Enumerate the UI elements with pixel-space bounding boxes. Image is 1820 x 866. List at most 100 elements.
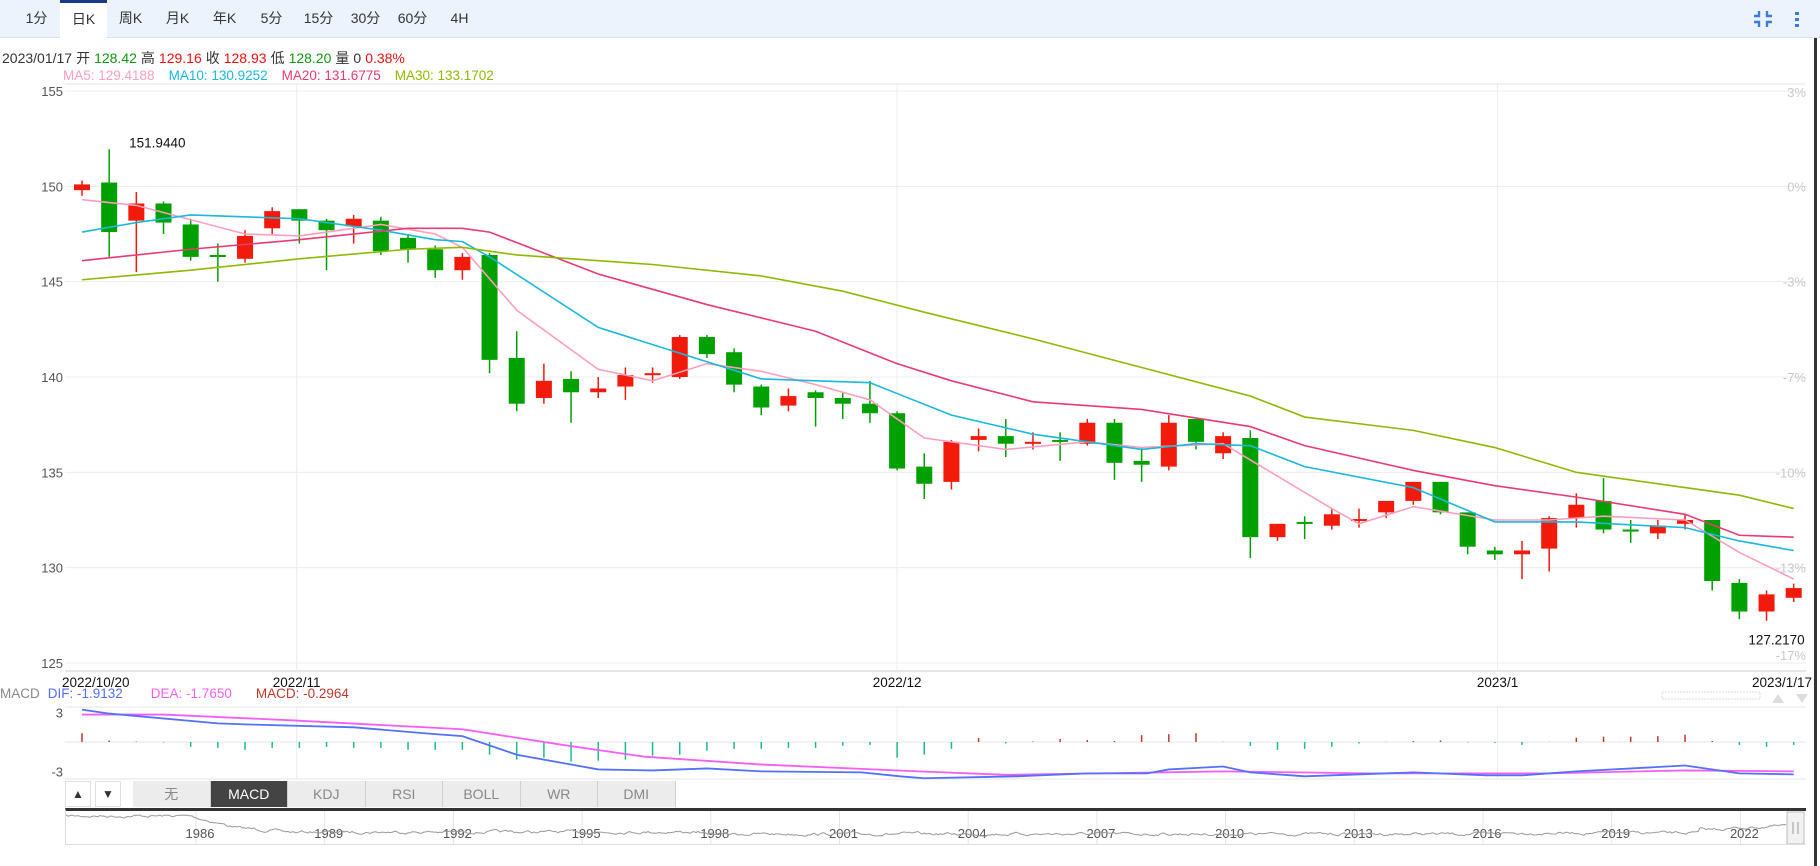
indicator-tab[interactable]: KDJ [288, 781, 366, 807]
y-pct-label: 0% [1787, 179, 1806, 194]
y-pct-label: 3% [1787, 85, 1806, 100]
navigator-year-label: 1998 [700, 826, 729, 841]
period-tabs: 1分 日K 周K 月K 年K 5分 15分 30分 60分 4H [13, 0, 483, 38]
candle-body [726, 352, 743, 385]
candle-body [1269, 523, 1286, 538]
candle-body [834, 397, 851, 404]
navigator-year-label: 2016 [1473, 826, 1502, 841]
candle [1649, 520, 1666, 540]
navigator-year-label: 2007 [1086, 826, 1115, 841]
indicator-tab[interactable]: DMI [598, 781, 676, 807]
candle-body [644, 373, 661, 376]
candle [1622, 520, 1639, 543]
candle [1486, 546, 1503, 561]
navigator-year-label: 2022 [1730, 826, 1759, 841]
candle [997, 418, 1014, 458]
period-tab[interactable]: 5分 [260, 10, 283, 26]
ma20-line [81, 227, 1794, 538]
dea-line [82, 713, 1794, 776]
candle-body [943, 441, 960, 482]
period-tab[interactable]: 月K [165, 10, 190, 26]
candle [698, 335, 715, 358]
candle-body [1486, 550, 1503, 555]
ma5-line [81, 198, 1795, 580]
candle-body [590, 388, 607, 393]
candle-body [1323, 514, 1340, 526]
indicator-tab[interactable]: RSI [365, 781, 443, 807]
candle-body [1677, 520, 1694, 524]
period-tab[interactable]: 周K [118, 10, 143, 26]
candle [1242, 430, 1259, 559]
indicator-tab[interactable]: WR [520, 781, 598, 807]
candle [1785, 583, 1802, 602]
y-tick-label: 130 [41, 561, 63, 576]
open-value: 128.42 [94, 50, 137, 66]
range-navigator[interactable] [65, 808, 1806, 845]
candle-body [1296, 521, 1313, 524]
candle-body [1459, 512, 1476, 547]
x-date-label: 2022/11 [273, 675, 321, 690]
volume-value: 0 [353, 50, 362, 66]
candle [861, 380, 878, 423]
navigator-year-label: 2001 [829, 826, 858, 841]
candle [807, 390, 824, 427]
candle [590, 377, 607, 398]
candle [535, 363, 552, 404]
indicator-tab[interactable]: MACD [210, 781, 288, 807]
y-pct-label: -10% [1776, 465, 1807, 480]
candle-body [617, 375, 634, 387]
candle-body [916, 466, 933, 484]
period-tab[interactable]: 日K [60, 0, 107, 38]
candle [291, 209, 308, 244]
exit-fullscreen-icon[interactable] [1752, 8, 1774, 30]
indicator-tab[interactable]: 无 [133, 781, 211, 807]
candle-body [1405, 481, 1422, 501]
period-tab[interactable]: 60分 [397, 10, 428, 26]
candle-body [563, 378, 580, 393]
candle [237, 230, 254, 263]
candle-body [128, 203, 145, 221]
period-tab[interactable]: 年K [212, 10, 237, 26]
candle-body [1378, 500, 1395, 513]
candle-body [1350, 519, 1367, 522]
candle-body [970, 436, 987, 440]
candle [1541, 516, 1558, 572]
info-date: 2023/01/17 [2, 50, 73, 66]
period-tab[interactable]: 4H [450, 10, 469, 26]
candle-body [1133, 460, 1150, 465]
period-tab[interactable]: 15分 [303, 10, 334, 26]
candle [943, 439, 960, 490]
indicator-tab[interactable]: BOLL [443, 781, 521, 807]
navigator-year-label: 1992 [443, 826, 472, 841]
candle [889, 411, 906, 471]
period-tab[interactable]: 30分 [350, 10, 381, 26]
x-date-label: 2023/1/17 [1752, 675, 1812, 690]
ma-legend: MA5: 129.4188 MA10: 130.9252 MA20: 131.677… [63, 68, 508, 83]
candle-body [1704, 520, 1721, 582]
low-value: 128.20 [288, 50, 332, 66]
candle [1160, 415, 1177, 471]
navigator-year-label: 1989 [314, 826, 343, 841]
candle-body [1568, 504, 1585, 519]
candle-body [1242, 438, 1259, 538]
ohlc-info-row: 2023/01/17 开 128.42 高 129.16 收 128.93 低 128.20 量 0… [2, 48, 409, 68]
indicator-down-button[interactable]: ▼ [95, 781, 121, 807]
ma10-line [81, 214, 1794, 552]
candle [1459, 512, 1476, 555]
more-menu-icon[interactable] [1790, 8, 1804, 30]
indicator-up-button[interactable]: ▲ [65, 781, 91, 807]
zoom-in-arrow-icon [1772, 694, 1784, 703]
candle [481, 253, 498, 374]
candle [1595, 478, 1612, 534]
candle-body [74, 184, 90, 191]
candle-body [698, 336, 715, 355]
candle [916, 453, 933, 500]
candle-body [671, 336, 688, 377]
candle-body [1024, 441, 1041, 444]
candle-body [400, 237, 417, 250]
period-tab[interactable]: 1分 [25, 10, 48, 26]
candle [345, 214, 362, 244]
low-label: 低 [270, 50, 285, 66]
x-date-label: 2022/10/20 [62, 675, 130, 690]
